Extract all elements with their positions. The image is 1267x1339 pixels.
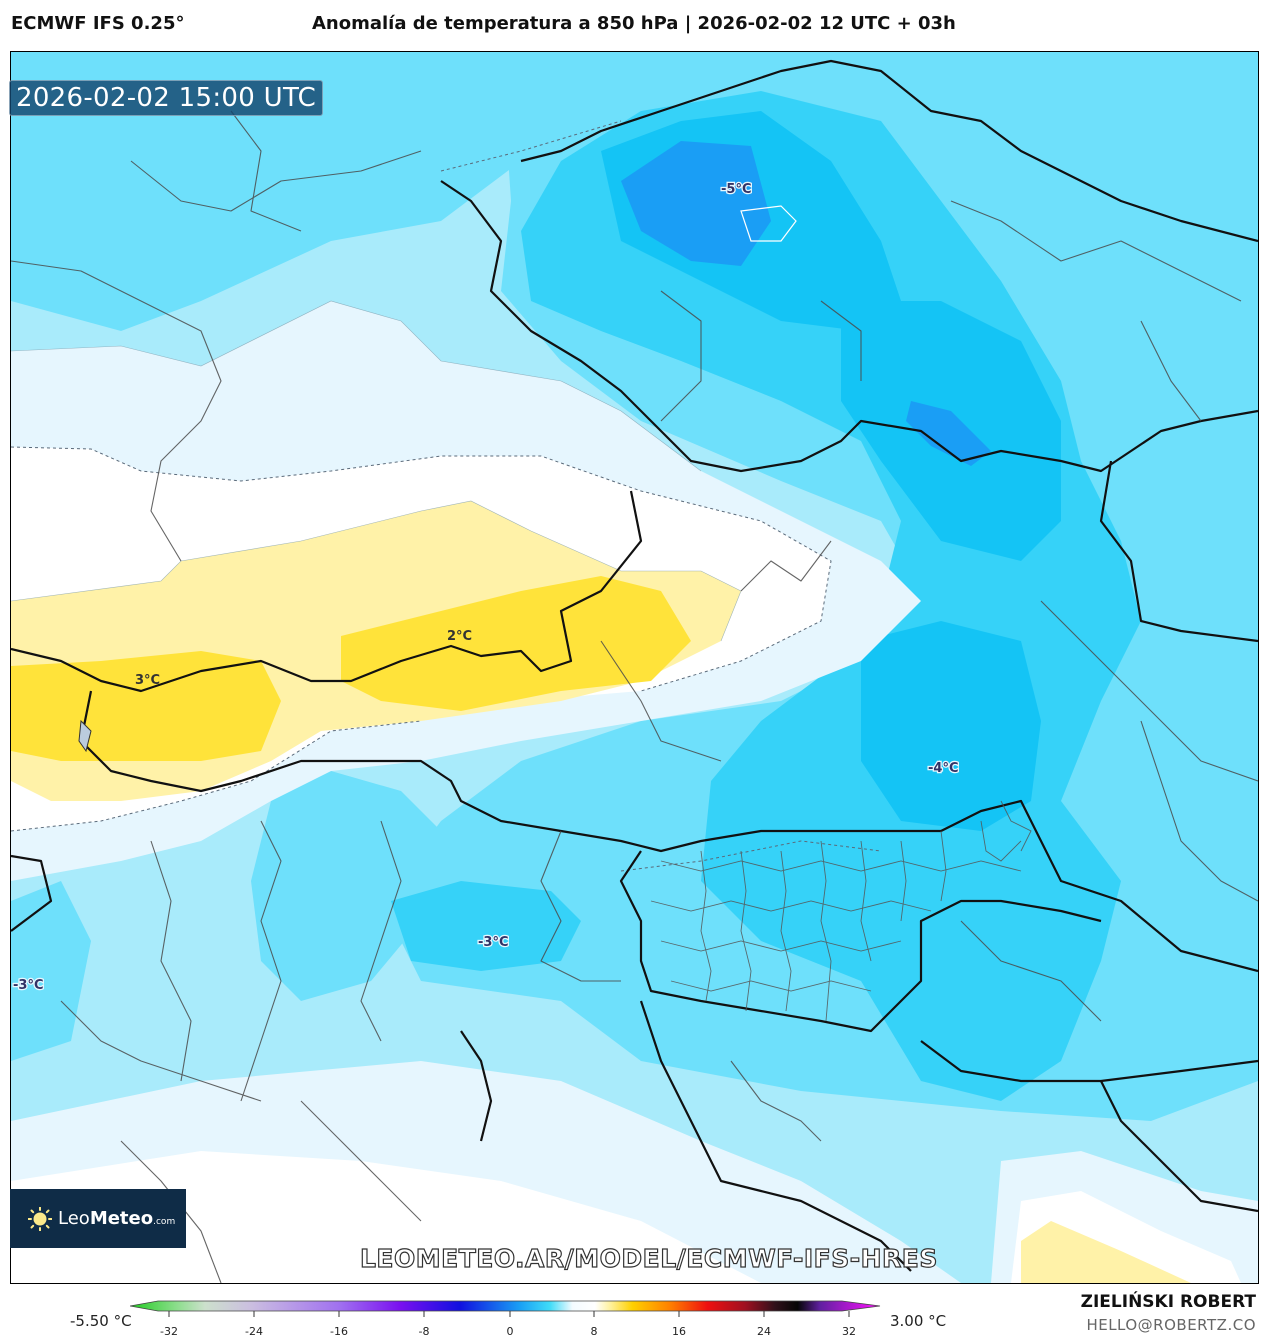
- contour-label: -3°C: [478, 935, 508, 950]
- colorbar-tick: -24: [245, 1325, 263, 1338]
- contour-label: -4°C: [928, 761, 958, 776]
- colorbar-tick: 8: [591, 1325, 598, 1338]
- colorbar: -32 -24 -16 -8 0 8 16 24 32: [130, 1300, 881, 1338]
- author-email[interactable]: HELLO@ROBERTZ.CO: [1086, 1316, 1256, 1334]
- contour-label: -5°C: [721, 182, 751, 197]
- valid-time-badge: 2026-02-02 15:00 UTC: [9, 80, 324, 116]
- contour-label: 2°C: [447, 629, 472, 644]
- colorbar-min-label: -5.50 °C: [70, 1312, 132, 1330]
- author-name: ZIELIŃSKI ROBERT: [1080, 1292, 1256, 1312]
- colorbar-tick: 0: [507, 1325, 514, 1338]
- source-url-watermark: LEOMETEO.AR/MODEL/ECMWF-IFS-HRES: [359, 1243, 938, 1273]
- contour-label: 3°C: [135, 673, 160, 688]
- colorbar-tick: 16: [672, 1325, 686, 1338]
- model-name: ECMWF IFS 0.25°: [11, 13, 185, 34]
- colorbar-max-label: 3.00 °C: [890, 1312, 947, 1330]
- logo-wordmark: LeoMeteo.com: [58, 1208, 176, 1229]
- temperature-anomaly-map[interactable]: -5°C 2°C 3°C -4°C -3°C -3°C: [10, 51, 1259, 1284]
- colorbar-tick: -16: [330, 1325, 348, 1338]
- sun-icon: [27, 1206, 53, 1231]
- colorbar-tick: -8: [419, 1325, 430, 1338]
- chart-title: Anomalía de temperatura a 850 hPa | 2026…: [312, 13, 956, 34]
- colorbar-tick: -32: [160, 1325, 178, 1338]
- map-canvas: -5°C 2°C 3°C -4°C -3°C -3°C: [11, 52, 1258, 1283]
- colorbar-tick: 32: [842, 1325, 856, 1338]
- contour-label: -3°C: [13, 978, 43, 993]
- colorbar-tick: 24: [757, 1325, 771, 1338]
- leometeo-logo[interactable]: LeoMeteo.com: [10, 1189, 186, 1248]
